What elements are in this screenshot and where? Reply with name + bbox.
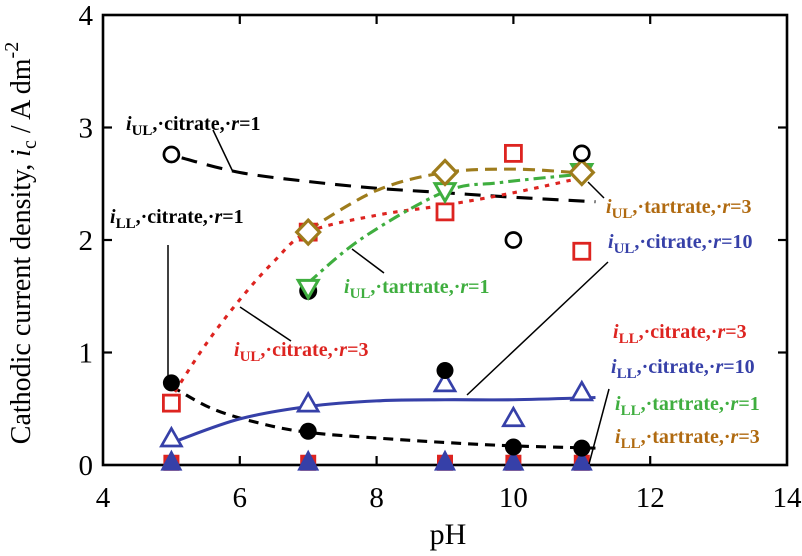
series-line-i-ll-citrate-r-1 (170, 384, 596, 450)
x-tick-label: 12 (636, 482, 665, 514)
callout-lines (167, 129, 610, 465)
series-line-i-ul-citrate-r-3 (173, 177, 576, 393)
series-markers-i-ll-citrate-r-1 (162, 362, 591, 457)
series-line-i-ul-citrate-r-1 (181, 156, 596, 204)
series-markers-i-ul-citrate-r-10 (159, 370, 595, 448)
x-tick-label: 4 (96, 482, 111, 514)
series-markers-i-ul-citrate-r-3 (161, 143, 592, 413)
series-markers-i-ll-citrate-r-10 (160, 449, 593, 471)
series-markers-i-ul-tartrate-r-3 (294, 158, 596, 247)
y-tick-label: 3 (79, 113, 94, 145)
series-line-i-ul-citrate-r-10 (177, 395, 596, 442)
x-axis-label: pH (429, 518, 467, 551)
y-axis-label: Cathodic current density, ic / A dm-2 (1, 42, 41, 444)
x-tick-labels: 4 6 8 10 12 14 (96, 482, 802, 514)
y-tick-label: 2 (79, 225, 94, 257)
axis-ticks (103, 15, 787, 465)
x-tick-label: 10 (499, 482, 528, 514)
x-tick-label: 6 (233, 482, 248, 514)
plot-border (101, 13, 789, 467)
series-markers-i-ul-citrate-r-1 (162, 144, 591, 249)
series-line-i-ul-tartrate-r-3 (307, 167, 576, 232)
y-tick-label: 1 (79, 338, 94, 370)
x-tick-label: 14 (773, 482, 802, 514)
y-tick-labels: 0 1 2 3 4 (79, 0, 94, 482)
y-tick-label: 0 (79, 450, 94, 482)
y-tick-label: 4 (79, 0, 94, 32)
x-tick-label: 8 (369, 482, 384, 514)
